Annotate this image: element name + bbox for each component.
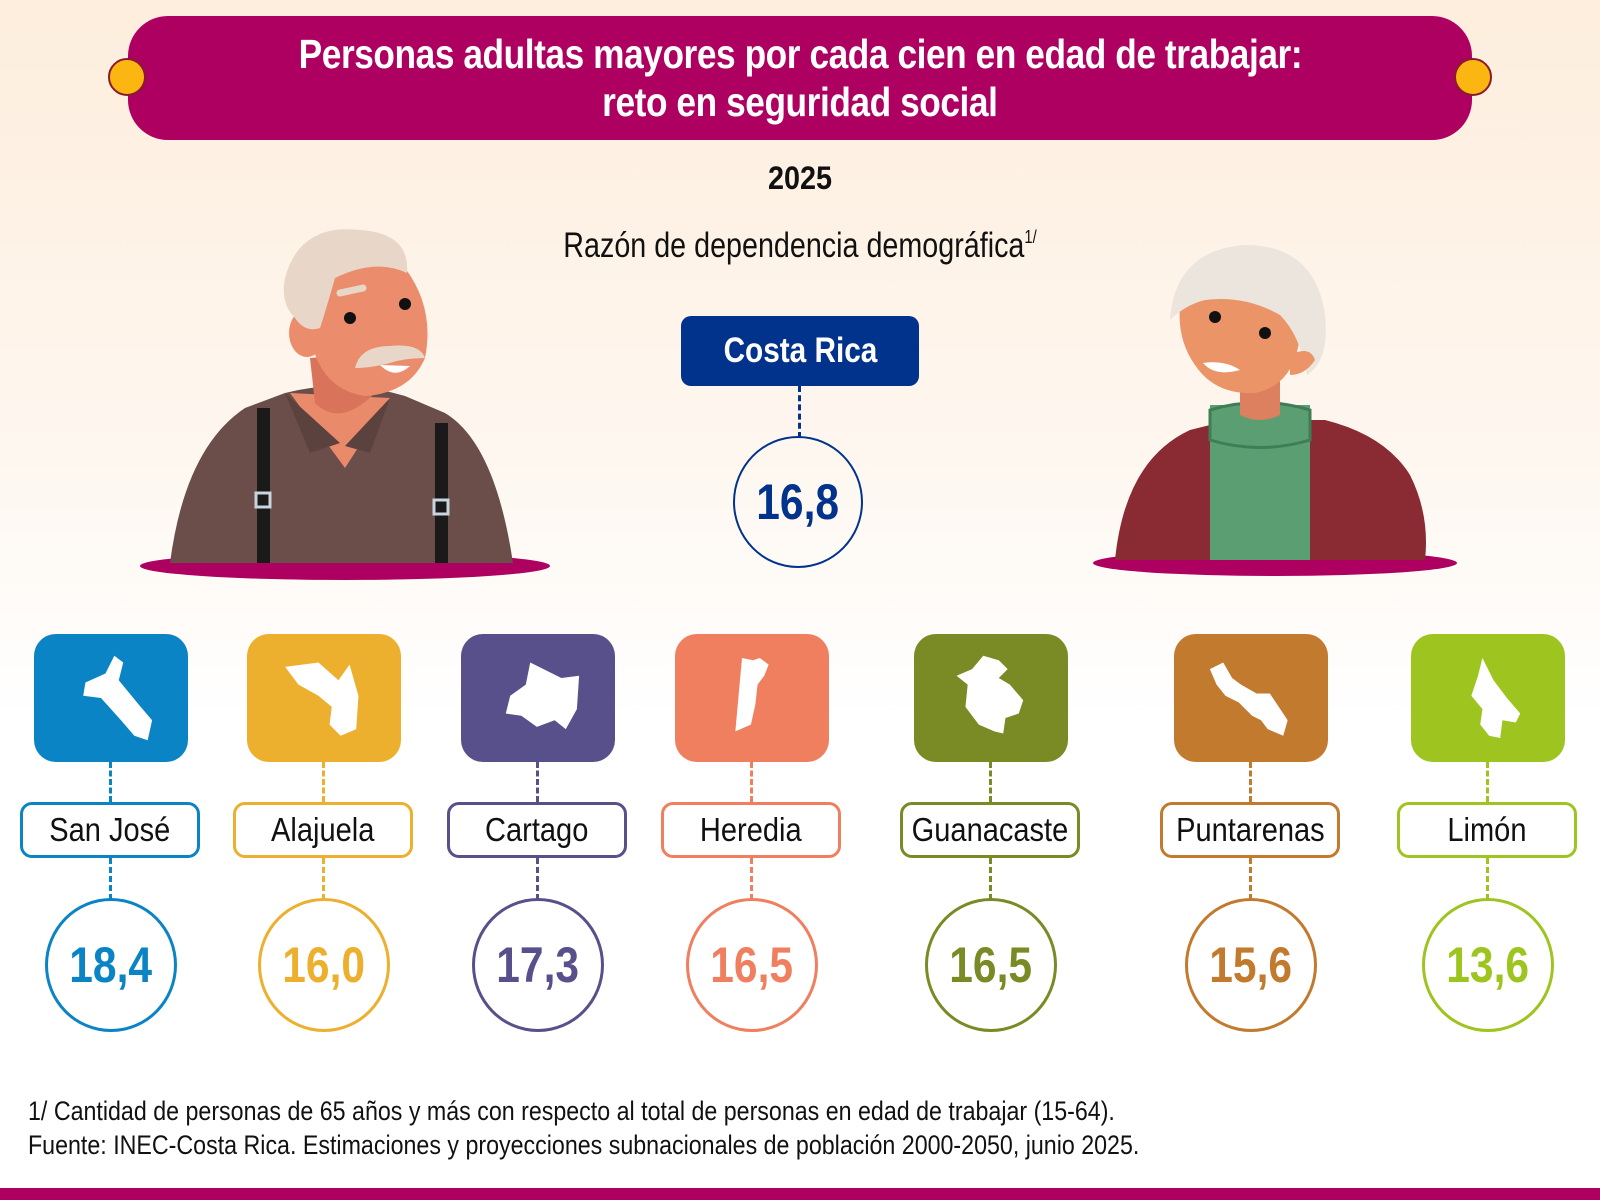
country-connector — [798, 386, 801, 438]
province-name: Puntarenas — [1175, 811, 1325, 848]
province-connector-bottom — [750, 858, 753, 900]
province-value-circle: 16,5 — [686, 898, 818, 1032]
elderly-woman-illustration — [1093, 245, 1457, 576]
province-connector-bottom — [989, 858, 992, 900]
province-value: 16,5 — [949, 937, 1033, 993]
province-connector-bottom — [1249, 858, 1252, 900]
province-name-box: San José — [20, 802, 200, 858]
subtitle-text: Razón de dependencia demográfica — [563, 226, 1025, 265]
province-map-icon — [461, 634, 615, 762]
province-name-box: Cartago — [447, 802, 627, 858]
subtitle-footnote-mark: 1/ — [1024, 227, 1037, 247]
country-value-circle: 16,8 — [733, 436, 863, 568]
province-map-icon — [247, 634, 401, 762]
province-connector-top — [536, 762, 539, 836]
province-connector-bottom — [536, 858, 539, 900]
country-label: Costa Rica — [681, 316, 919, 386]
country-label-text: Costa Rica — [723, 331, 877, 370]
subtitle: Razón de dependencia demográfica1/ — [144, 226, 1456, 266]
province-connector-top — [322, 762, 325, 836]
province-value: 16,5 — [710, 937, 794, 993]
province-value: 16,0 — [282, 937, 366, 993]
footnote-definition: 1/ Cantidad de personas de 65 años y más… — [28, 1096, 1115, 1126]
province-name-box: Alajuela — [233, 802, 413, 858]
country-value: 16,8 — [756, 474, 840, 530]
province-map-icon — [1174, 634, 1328, 762]
province-name-box: Limón — [1397, 802, 1577, 858]
province-value-circle: 17,3 — [472, 898, 604, 1032]
province-name: Heredia — [700, 811, 802, 848]
province-name: Guanacaste — [911, 811, 1069, 848]
title-line-1: Personas adultas mayores por cada cien e… — [298, 31, 1302, 77]
province-name: Alajuela — [271, 811, 375, 848]
province-value-circle: 16,0 — [258, 898, 390, 1032]
province-connector-bottom — [1486, 858, 1489, 900]
title-line-2: reto en seguridad social — [602, 79, 998, 125]
province-silhouette-icon — [956, 655, 1024, 734]
footnote: 1/ Cantidad de personas de 65 años y más… — [28, 1094, 1139, 1162]
province-connector-top — [1486, 762, 1489, 836]
province-connector-bottom — [322, 858, 325, 900]
province-silhouette-icon — [1209, 662, 1288, 736]
province-connector-top — [109, 762, 112, 836]
elderly-man-illustration — [140, 229, 550, 580]
province-value-circle: 13,6 — [1422, 898, 1554, 1032]
province-connector-bottom — [109, 858, 112, 900]
province-value: 17,3 — [496, 937, 580, 993]
province-name-box: Puntarenas — [1160, 802, 1340, 858]
footnote-source: Fuente: INEC-Costa Rica. Estimaciones y … — [28, 1130, 1140, 1160]
province-name-box: Heredia — [661, 802, 841, 858]
province-map-icon — [1411, 634, 1565, 762]
province-name: Limón — [1447, 811, 1527, 848]
decorative-dot-right-icon — [1454, 58, 1492, 96]
province-value: 18,4 — [69, 937, 153, 993]
province-name-box: Guanacaste — [900, 802, 1080, 858]
province-value-circle: 16,5 — [925, 898, 1057, 1032]
title-banner: Personas adultas mayores por cada cien e… — [128, 16, 1472, 140]
bottom-bar — [0, 1188, 1600, 1200]
province-map-icon — [34, 634, 188, 762]
province-value-circle: 15,6 — [1185, 898, 1317, 1032]
province-value: 15,6 — [1209, 937, 1293, 993]
province-map-icon — [914, 634, 1068, 762]
province-name: San José — [49, 811, 171, 848]
province-silhouette-icon — [505, 662, 580, 730]
province-connector-top — [989, 762, 992, 836]
province-silhouette-icon — [285, 662, 359, 736]
province-connector-top — [1249, 762, 1252, 836]
year-label: 2025 — [767, 160, 833, 196]
province-silhouette-icon — [735, 658, 769, 732]
province-connector-top — [750, 762, 753, 836]
province-silhouette-icon — [1471, 658, 1521, 738]
province-name: Cartago — [485, 811, 589, 848]
province-value-circle: 18,4 — [45, 898, 177, 1032]
province-value: 13,6 — [1446, 937, 1530, 993]
province-silhouette-icon — [83, 655, 153, 741]
decorative-dot-left-icon — [108, 58, 146, 96]
province-map-icon — [675, 634, 829, 762]
